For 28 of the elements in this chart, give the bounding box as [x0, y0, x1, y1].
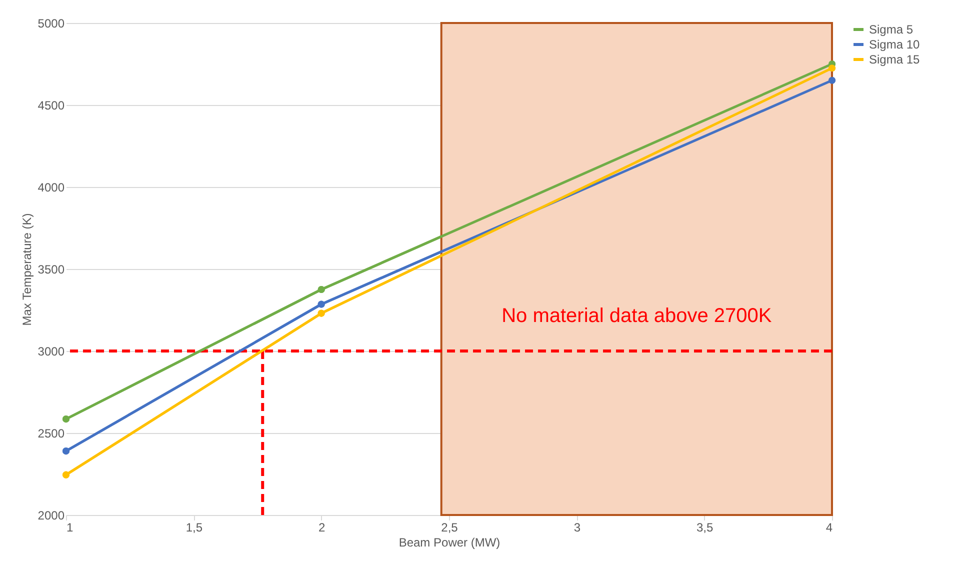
x-tick-label: 2,5 — [441, 520, 458, 534]
point — [828, 64, 836, 72]
legend-label: Sigma 5 — [869, 22, 914, 36]
x-tick-label: 3,5 — [696, 520, 714, 534]
y-tick-label: 4500 — [38, 98, 65, 112]
x-tick-label: 1 — [66, 520, 74, 534]
y-tick-label: 4000 — [38, 180, 65, 194]
legend-label: Sigma 10 — [869, 38, 920, 52]
y-tick-label: 2000 — [38, 508, 65, 522]
legend-label: Sigma 15 — [869, 52, 920, 66]
point — [62, 471, 70, 478]
y-tick-label: 2500 — [38, 426, 65, 440]
y-axis-title: Max Temperature (K) — [20, 213, 34, 326]
point — [318, 300, 325, 308]
x-axis-title: Beam Power (MW) — [398, 536, 500, 550]
x-tick-label: 1,5 — [186, 520, 203, 534]
y-tick-label: 5000 — [38, 16, 65, 30]
x-tick-label: 4 — [826, 520, 833, 534]
point — [318, 310, 325, 317]
point — [318, 286, 325, 294]
x-tick-label: 2 — [318, 520, 326, 534]
band-label: No material data above 2700K — [502, 305, 772, 327]
y-tick-label: 3000 — [38, 344, 65, 358]
point — [62, 416, 70, 423]
point — [828, 76, 836, 84]
y-tick-label: 3500 — [38, 262, 65, 276]
x-tick-label: 3 — [574, 520, 581, 534]
point — [62, 448, 70, 455]
